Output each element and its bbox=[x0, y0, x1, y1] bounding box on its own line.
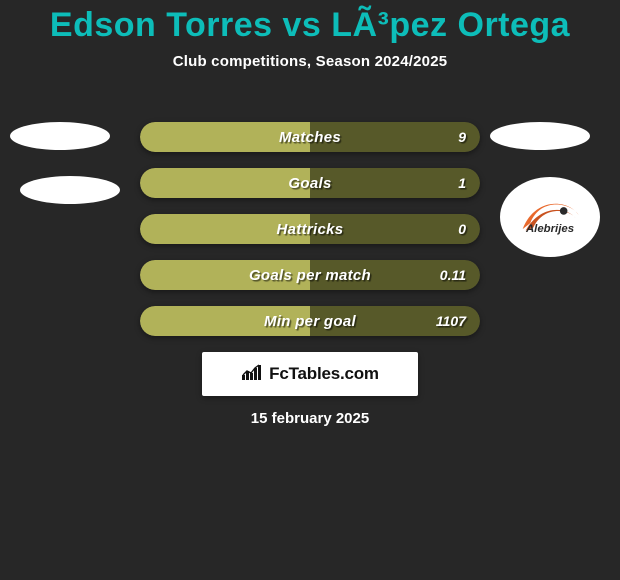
date-label: 15 february 2025 bbox=[0, 410, 620, 427]
club-badge-right: Alebrijes bbox=[500, 177, 600, 257]
stat-row-hattricks: Hattricks 0 bbox=[140, 214, 480, 244]
stat-row-goals: Goals 1 bbox=[140, 168, 480, 198]
stat-value-right: 1 bbox=[458, 168, 466, 198]
brand-label: FcTables.com bbox=[269, 364, 379, 384]
stat-label: Min per goal bbox=[140, 306, 480, 336]
stat-row-goals-per-match: Goals per match 0.11 bbox=[140, 260, 480, 290]
brand-chart-icon bbox=[241, 363, 263, 386]
right-marker-1 bbox=[490, 122, 590, 150]
left-marker-1 bbox=[10, 122, 110, 150]
stat-value-right: 1107 bbox=[436, 306, 466, 336]
brand-box: FcTables.com bbox=[202, 352, 418, 396]
subtitle: Club competitions, Season 2024/2025 bbox=[0, 53, 620, 70]
stat-label: Matches bbox=[140, 122, 480, 152]
stat-label: Goals bbox=[140, 168, 480, 198]
svg-text:Alebrijes: Alebrijes bbox=[525, 223, 574, 235]
club-badge-graphic: Alebrijes bbox=[512, 188, 588, 246]
page-title: Edson Torres vs LÃ³pez Ortega bbox=[0, 0, 620, 47]
stat-row-min-per-goal: Min per goal 1107 bbox=[140, 306, 480, 336]
stat-label: Hattricks bbox=[140, 214, 480, 244]
stat-value-right: 0 bbox=[458, 214, 466, 244]
stat-row-matches: Matches 9 bbox=[140, 122, 480, 152]
stat-value-right: 9 bbox=[458, 122, 466, 152]
stat-value-right: 0.11 bbox=[440, 260, 466, 290]
stats-list: Matches 9 Goals 1 Hattricks 0 Goals per … bbox=[140, 122, 480, 352]
stat-label: Goals per match bbox=[140, 260, 480, 290]
left-marker-2 bbox=[20, 176, 120, 204]
